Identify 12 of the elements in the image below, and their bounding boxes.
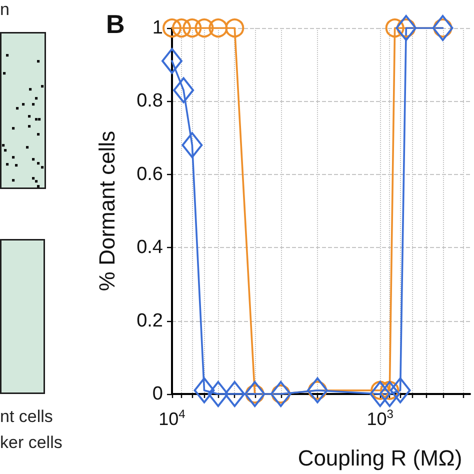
y-tick-label: 1	[152, 18, 163, 38]
chart-title: B	[106, 9, 125, 39]
text: n	[0, 0, 10, 19]
y-axis-title: % Dormant cells	[94, 130, 120, 292]
y-tick-label: 0.4	[136, 237, 164, 258]
x-axis-title: Coupling R (MΩ)	[298, 446, 462, 470]
text: ker cells	[0, 433, 62, 452]
y-tick-label: 0.6	[136, 164, 163, 185]
text: nt cells	[0, 407, 53, 426]
y-tick-label: 0.2	[136, 310, 163, 332]
y-tick-label: 0.8	[136, 90, 163, 112]
y-tick-label: 0	[152, 384, 163, 404]
